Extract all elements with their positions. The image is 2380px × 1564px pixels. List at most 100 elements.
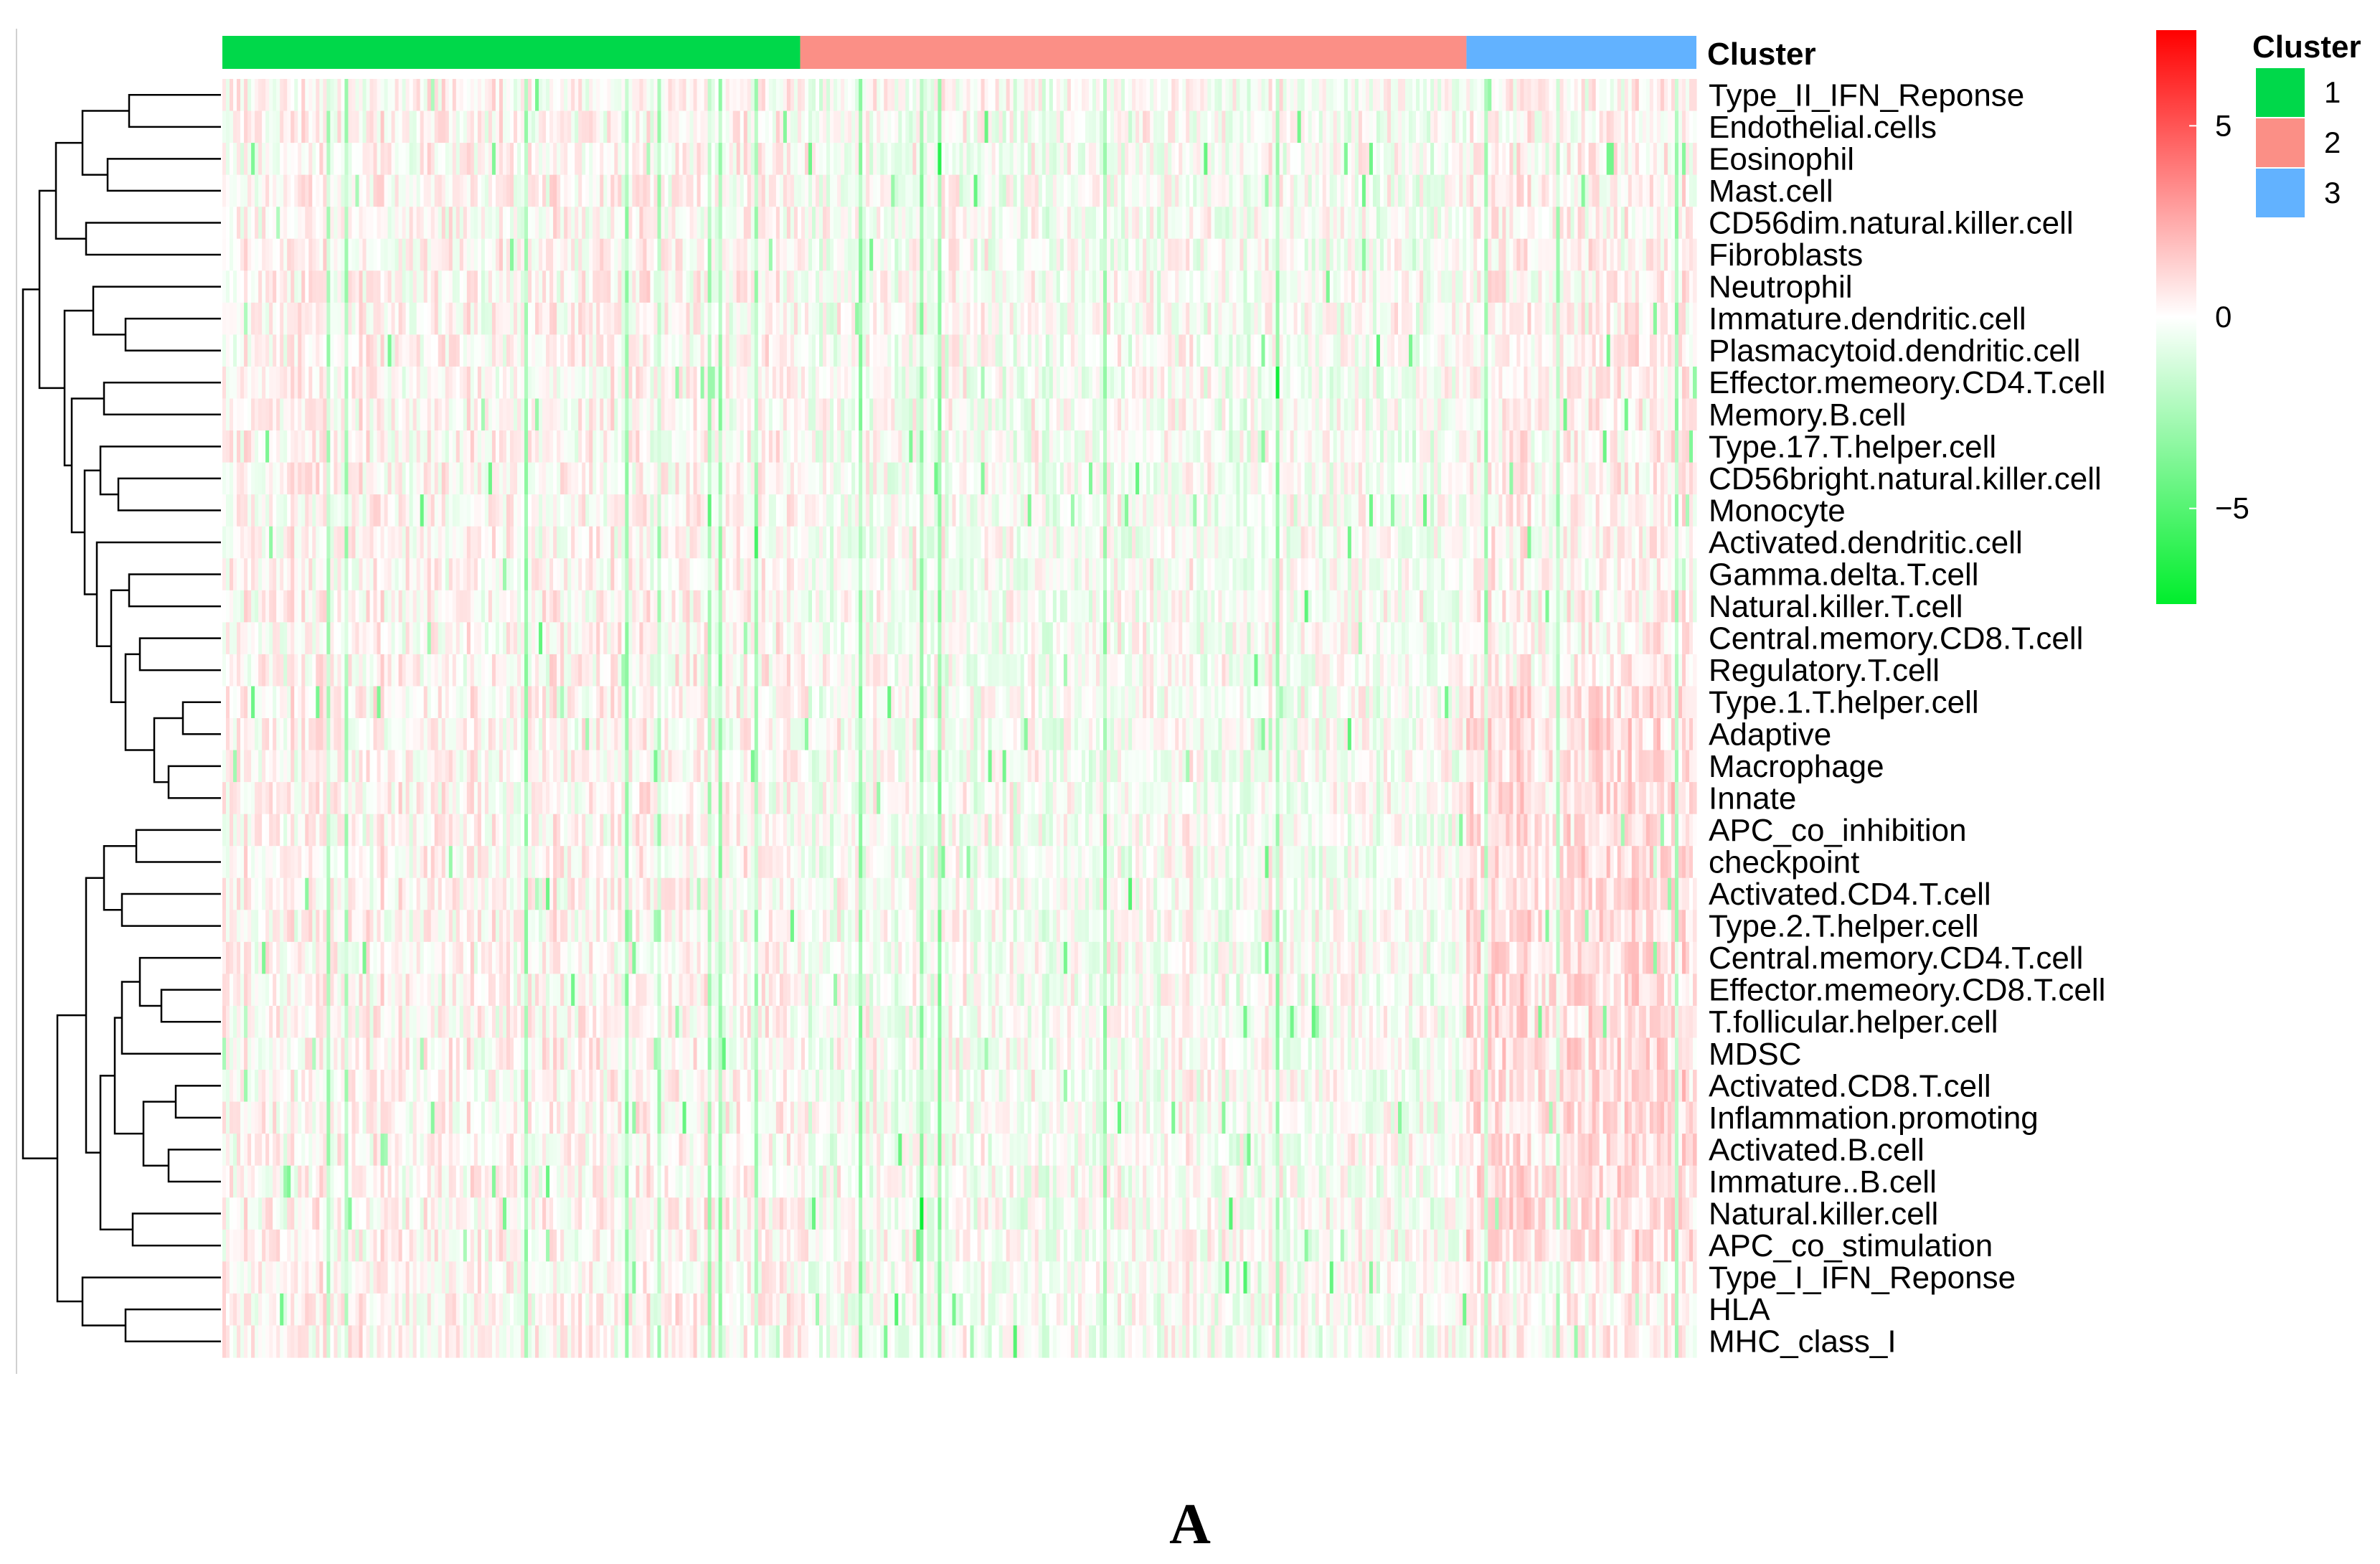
heatmap-cell [1481,302,1485,335]
heatmap-cell [923,110,927,143]
heatmap-cell [395,270,400,303]
heatmap-cell [1045,143,1050,176]
heatmap-cell [1132,238,1136,271]
heatmap-cell [459,270,464,303]
heatmap-cell [1118,398,1122,431]
heatmap-cell [427,207,432,240]
heatmap-cell [707,143,712,176]
heatmap-cell [1645,366,1651,400]
heatmap-cell [1107,334,1111,367]
heatmap-cell [736,207,741,240]
heatmap-cell [1268,79,1273,112]
dendrogram-branch [113,1017,143,1135]
heatmap-cell [1653,302,1658,335]
heatmap-cell [405,366,410,400]
heatmap-cell [1171,79,1176,112]
heatmap-cell [1056,238,1061,271]
heatmap-cell [816,366,820,400]
heatmap-cell [1236,143,1241,176]
heatmap-cell [1081,302,1086,335]
heatmap-cell [535,366,539,400]
heatmap-cell [1031,238,1036,271]
heatmap-cell [1110,207,1115,240]
heatmap-cell [589,207,593,240]
heatmap-cell [1218,302,1222,335]
heatmap-cell [1099,143,1104,176]
heatmap-cell [1358,238,1363,271]
heatmap-cell [1390,174,1395,207]
heatmap-cell [312,79,316,112]
heatmap-cell [819,110,823,143]
heatmap-cell [430,143,435,176]
heatmap-cell [625,174,629,207]
heatmap-cell [711,366,716,400]
heatmap-cell [1236,398,1241,431]
heatmap-cell [1470,79,1474,112]
heatmap-cell [1574,430,1579,463]
heatmap-cell [1387,270,1392,303]
heatmap-cell [1229,207,1234,240]
heatmap-cell [646,270,651,303]
heatmap-cell [920,207,924,240]
heatmap-cell [1581,302,1586,335]
heatmap-cell [1182,334,1186,367]
heatmap-cell [1139,366,1143,400]
heatmap-cell [830,398,834,431]
heatmap-cell [423,334,428,367]
heatmap-cell [1042,302,1047,335]
heatmap-cell [323,430,327,463]
heatmap-cell [351,207,356,240]
heatmap-cell [1379,302,1384,335]
heatmap-cell [308,79,313,112]
heatmap-cell [571,334,575,367]
heatmap-cell [797,79,802,112]
heatmap-cell [1085,207,1090,240]
heatmap-cell [747,366,752,400]
heatmap-cell [1534,174,1539,207]
heatmap-cell [517,302,521,335]
heatmap-cell [1311,110,1316,143]
heatmap-cell [1052,302,1057,335]
heatmap-cell [1635,110,1640,143]
heatmap-cell [1516,174,1521,207]
heatmap-cell [938,143,943,176]
heatmap-cell [938,174,943,207]
heatmap-cell [420,79,425,112]
heatmap-cell [1671,110,1676,143]
heatmap-cell [1361,430,1366,463]
heatmap-cell [373,366,378,400]
heatmap-cell [283,207,288,240]
heatmap-cell [736,334,741,367]
heatmap-cell [395,430,400,463]
heatmap-cell [930,270,935,303]
heatmap-cell [775,238,780,271]
heatmap-cell [402,302,407,335]
heatmap-cell [262,302,266,335]
heatmap-cell [553,366,557,400]
heatmap-cell [628,398,633,431]
heatmap-cell [247,79,252,112]
heatmap-cell [351,270,356,303]
heatmap-cell [1358,398,1363,431]
heatmap-cell [1175,270,1179,303]
heatmap-cell [477,79,482,112]
heatmap-cell [963,174,968,207]
heatmap-cell [240,430,245,463]
heatmap-cell [938,270,943,303]
heatmap-cell [1243,207,1248,240]
dendrogram-branch [138,956,221,1007]
heatmap-cell [1617,143,1622,176]
heatmap-cell [502,398,507,431]
heatmap-cell [463,366,468,400]
heatmap-cell [452,79,457,112]
heatmap-cell [1534,302,1539,335]
heatmap-cell [549,366,554,400]
heatmap-cell [1261,366,1266,400]
heatmap-cell [639,238,644,271]
heatmap-cell [765,302,770,335]
heatmap-cell [1085,174,1090,207]
cluster-annotation-segment-3 [1466,36,1696,69]
heatmap-cell [1387,174,1392,207]
heatmap-cell [1204,366,1208,400]
heatmap-cell [1545,110,1550,143]
